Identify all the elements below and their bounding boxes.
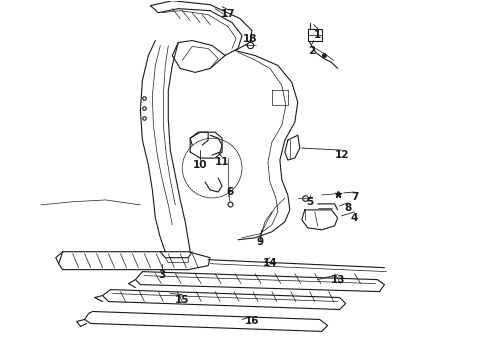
Text: 15: 15 [175, 294, 190, 305]
Text: 5: 5 [306, 197, 314, 207]
Text: 14: 14 [263, 258, 277, 268]
Text: 16: 16 [245, 316, 259, 327]
Text: 7: 7 [351, 192, 358, 202]
Text: 4: 4 [351, 213, 358, 223]
Text: 10: 10 [193, 160, 207, 170]
Text: 2: 2 [308, 45, 316, 55]
Text: 3: 3 [159, 270, 166, 280]
Text: 8: 8 [344, 203, 351, 213]
Text: 18: 18 [243, 33, 257, 44]
Text: 17: 17 [221, 9, 235, 19]
Text: 11: 11 [215, 157, 229, 167]
Text: 12: 12 [334, 150, 349, 160]
Text: 9: 9 [256, 237, 264, 247]
Text: 13: 13 [330, 275, 345, 285]
Text: 6: 6 [226, 187, 234, 197]
Text: 1: 1 [314, 30, 321, 40]
